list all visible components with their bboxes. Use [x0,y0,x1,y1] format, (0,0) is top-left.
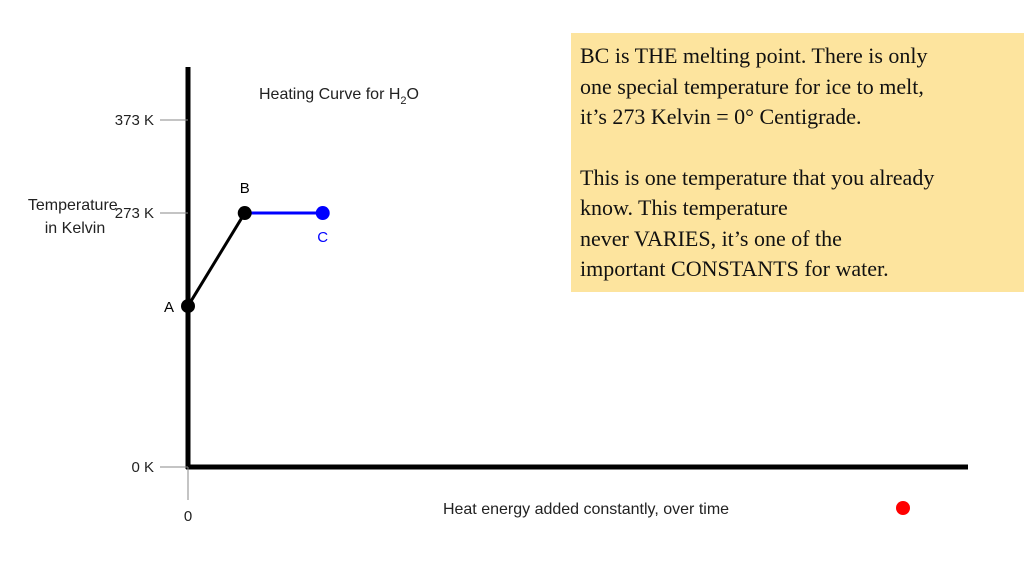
red-dot-marker [896,501,910,515]
note-line: important CONSTANTS for water. [580,256,889,281]
note-paragraph-2: This is one temperature that you already… [580,163,1017,285]
note-line: one special temperature for ice to melt, [580,73,924,99]
y-tick-label: 273 K [115,205,154,222]
explanation-note: BC is THE melting point. There is only o… [571,33,1024,292]
point-b [237,206,252,221]
y-tick-label: 373 K [115,112,154,129]
chart-title: Heating Curve for H2O [259,86,419,107]
note-line: never VARIES, it’s one of the [580,225,842,251]
note-line: BC is THE melting point. There is only [580,43,928,68]
note-line: This is one temperature that you already [580,164,935,190]
point-label-b: B [240,180,250,197]
x-tick-label: 0 [184,508,192,525]
note-paragraph-1: BC is THE melting point. There is only o… [580,41,1017,133]
note-line: it’s 273 Kelvin = 0° Centigrade. [580,104,862,129]
point-c [315,206,330,221]
note-line: know. This temperature [580,195,788,220]
x-axis-label: Heat energy added constantly, over time [443,501,729,518]
segment-ab [186,212,247,307]
point-label-c: C [317,229,328,246]
y-axis-label: Temperature in Kelvin [28,197,122,237]
point-label-a: A [164,299,174,316]
y-tick-label: 0 K [131,459,154,476]
point-a [181,299,195,314]
